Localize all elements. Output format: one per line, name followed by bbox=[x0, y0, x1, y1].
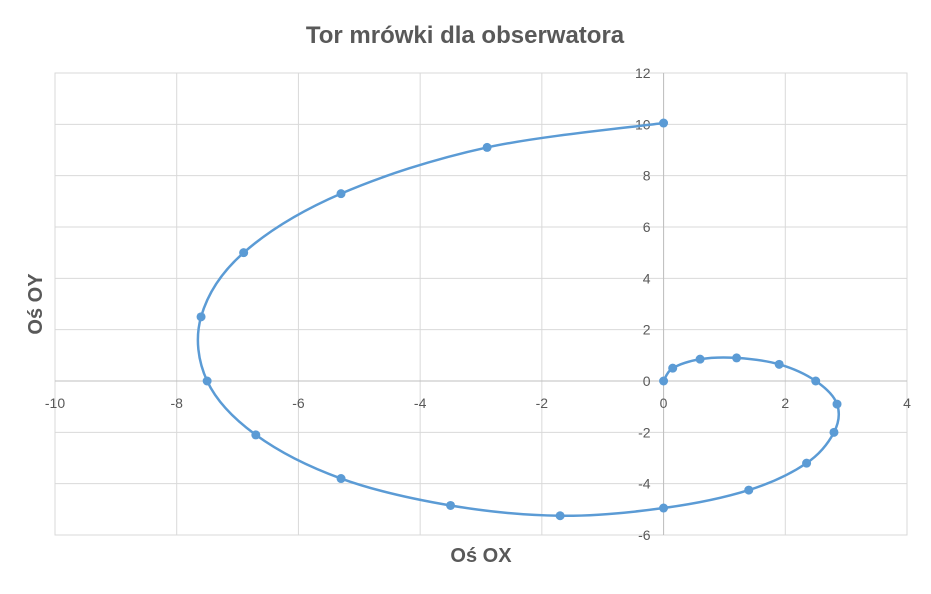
x-tick-label: -4 bbox=[414, 395, 427, 411]
x-tick-label: 4 bbox=[903, 395, 911, 411]
chart-title: Tor mrówki dla obserwatora bbox=[306, 22, 625, 49]
y-tick-label: 4 bbox=[643, 270, 651, 286]
data-point bbox=[774, 359, 784, 369]
data-point bbox=[668, 363, 678, 373]
x-tick-label: -2 bbox=[536, 395, 549, 411]
data-point bbox=[802, 458, 812, 468]
data-point bbox=[732, 353, 742, 363]
y-tick-label: 8 bbox=[643, 168, 651, 184]
y-tick-label: 6 bbox=[643, 219, 651, 235]
x-tick-label: -6 bbox=[292, 395, 305, 411]
series-line bbox=[196, 121, 840, 518]
data-point bbox=[239, 248, 249, 258]
y-tick-label: -4 bbox=[638, 476, 651, 492]
x-axis-title: Oś OX bbox=[450, 545, 512, 567]
data-point bbox=[832, 399, 842, 409]
grid bbox=[54, 72, 908, 536]
data-point bbox=[829, 427, 839, 437]
axes bbox=[55, 73, 907, 535]
data-point bbox=[336, 474, 346, 484]
y-axis-title: Oś OY bbox=[25, 273, 47, 335]
data-point bbox=[695, 354, 705, 364]
y-tick-label: -6 bbox=[638, 527, 651, 543]
data-point bbox=[196, 312, 206, 322]
series bbox=[196, 118, 842, 521]
y-tick-label: 0 bbox=[643, 373, 651, 389]
x-tick-label: 0 bbox=[660, 395, 668, 411]
data-point bbox=[659, 376, 669, 386]
data-point bbox=[251, 430, 261, 440]
plot-area-border bbox=[54, 72, 908, 536]
data-point bbox=[659, 118, 669, 128]
x-tick-label: -10 bbox=[45, 395, 65, 411]
data-point bbox=[659, 503, 669, 513]
y-tick-label: 12 bbox=[635, 65, 651, 81]
y-tick-label: 2 bbox=[643, 322, 651, 338]
data-point bbox=[446, 500, 456, 510]
data-point bbox=[811, 376, 821, 386]
data-point bbox=[744, 485, 754, 495]
data-point bbox=[555, 511, 565, 521]
x-tick-label: -8 bbox=[170, 395, 183, 411]
y-tick-label: -2 bbox=[638, 424, 651, 440]
data-point bbox=[202, 376, 212, 386]
data-point bbox=[482, 142, 492, 152]
x-tick-label: 2 bbox=[781, 395, 789, 411]
data-point bbox=[336, 189, 346, 199]
